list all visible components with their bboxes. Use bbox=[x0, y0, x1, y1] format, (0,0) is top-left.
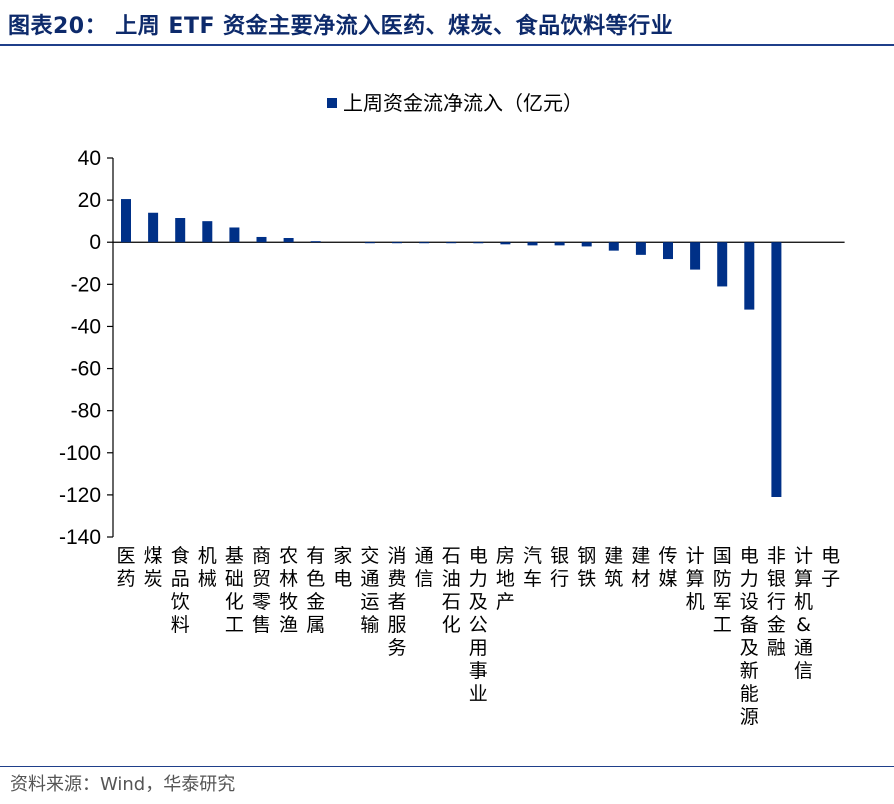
bar-有色金属 bbox=[310, 241, 321, 243]
bar-煤炭 bbox=[148, 212, 159, 243]
category-label: 医药 bbox=[116, 545, 135, 590]
category-label: 商贸零售 bbox=[252, 545, 271, 636]
bar-建筑 bbox=[608, 242, 619, 251]
chart-bars bbox=[121, 199, 782, 497]
category-label: 非银行金融 bbox=[767, 545, 786, 659]
bar-基础化工 bbox=[229, 227, 240, 243]
category-label: 食品饮料 bbox=[171, 545, 190, 636]
bar-计算机 bbox=[690, 242, 701, 270]
bar-农林牧渔 bbox=[283, 238, 294, 243]
figure-header: 图表20： 上周 ETF 资金主要净流入医药、煤炭、食品饮料等行业 bbox=[0, 0, 894, 46]
y-tick-label: -60 bbox=[71, 358, 101, 381]
category-label: 计算机 bbox=[686, 545, 705, 613]
category-label: 电子 bbox=[821, 545, 840, 590]
category-label: 汽车 bbox=[523, 545, 542, 590]
category-label: 房地产 bbox=[496, 545, 515, 613]
bar-chart: 上周资金流净流入（亿元） 40 20 0 -20 -40 -60 -80 -100 -120 -1… bbox=[59, 91, 845, 728]
y-tick-label: -100 bbox=[59, 442, 101, 465]
category-label: 煤炭 bbox=[144, 545, 163, 590]
chart-axes: 40 20 0 -20 -40 -60 -80 -100 -120 -140 bbox=[59, 147, 845, 549]
category-label: 建材 bbox=[631, 545, 650, 590]
bar-通信 bbox=[419, 242, 430, 244]
category-label: 有色金属 bbox=[306, 545, 325, 636]
category-label: 通信 bbox=[415, 545, 434, 590]
category-label: 家电 bbox=[333, 545, 352, 590]
bar-食品饮料 bbox=[175, 218, 186, 243]
bar-电力设备及新能源 bbox=[744, 242, 755, 310]
bar-房地产 bbox=[500, 242, 511, 245]
legend-swatch bbox=[327, 98, 337, 108]
category-label: 电力设备及新能源 bbox=[740, 545, 759, 728]
y-tick-label: 40 bbox=[78, 147, 101, 170]
chart-legend: 上周资金流净流入（亿元） bbox=[327, 91, 583, 115]
y-tick-label: 0 bbox=[89, 231, 101, 254]
category-label: 石油石化 bbox=[442, 545, 461, 636]
category-label: 银行 bbox=[550, 545, 569, 590]
category-label: 国防军工 bbox=[713, 545, 732, 636]
category-label: 交通运输 bbox=[360, 545, 379, 636]
footer-rule bbox=[0, 766, 894, 767]
bar-银行 bbox=[554, 242, 565, 246]
category-labels: 医药煤炭食品饮料机械基础化工商贸零售农林牧渔有色金属家电交通运输消费者服务通信石… bbox=[116, 545, 840, 728]
y-tick-label: -40 bbox=[71, 315, 101, 338]
category-label: 电力及公用事业 bbox=[469, 545, 488, 705]
bar-建材 bbox=[635, 242, 646, 255]
category-label: 消费者服务 bbox=[387, 545, 406, 659]
y-tick-label: -20 bbox=[71, 273, 101, 296]
bar-非银行金融 bbox=[771, 242, 782, 497]
bar-钢铁 bbox=[581, 242, 592, 247]
header-rule bbox=[0, 44, 894, 46]
category-label: 基础化工 bbox=[225, 545, 244, 636]
category-label: 计算机&通信 bbox=[794, 545, 813, 682]
bar-交通运输 bbox=[364, 242, 375, 244]
category-label: 钢铁 bbox=[577, 545, 596, 590]
y-tick-label: -120 bbox=[59, 484, 101, 507]
category-label: 传媒 bbox=[658, 545, 677, 590]
bar-传媒 bbox=[663, 242, 673, 260]
figure-title: 图表20： 上周 ETF 资金主要净流入医药、煤炭、食品饮料等行业 bbox=[8, 14, 674, 39]
legend-label: 上周资金流净流入（亿元） bbox=[343, 91, 583, 115]
category-label: 建筑 bbox=[604, 545, 623, 590]
bar-石油石化 bbox=[446, 242, 457, 244]
bar-医药 bbox=[121, 199, 131, 243]
category-label: 农林牧渔 bbox=[279, 545, 298, 636]
y-tick-label: 20 bbox=[78, 189, 101, 212]
y-tick-label: -80 bbox=[71, 400, 101, 423]
bar-电力及公用事业 bbox=[473, 242, 484, 244]
y-tick-label: -140 bbox=[59, 526, 101, 549]
source-note: 资料来源：Wind，华泰研究 bbox=[10, 774, 236, 795]
bar-机械 bbox=[202, 221, 213, 243]
bar-国防军工 bbox=[717, 242, 728, 287]
bar-消费者服务 bbox=[392, 242, 402, 244]
bar-商贸零售 bbox=[256, 236, 267, 243]
bar-汽车 bbox=[527, 242, 538, 246]
category-label: 机械 bbox=[198, 545, 217, 590]
